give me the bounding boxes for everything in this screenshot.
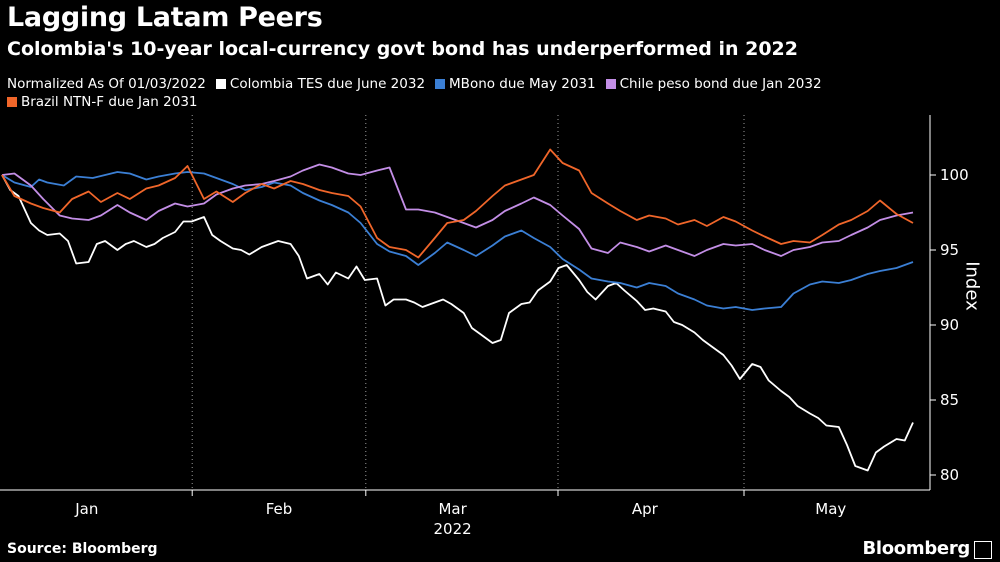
y-tick-label: 95 (940, 241, 959, 259)
legend-swatch-chile (605, 79, 616, 89)
legend-item-colombia: Colombia TES due June 2032 (215, 75, 426, 93)
legend: Normalized As Of 01/03/2022 Colombia TES … (7, 75, 907, 111)
y-tick-label: 85 (940, 391, 959, 409)
legend-label-colombia: Colombia TES due June 2032 (229, 76, 426, 92)
y-axis-label: Index (961, 261, 983, 311)
legend-swatch-brazil (7, 97, 17, 107)
source-note: Source: Bloomberg (7, 541, 158, 557)
series-line-colombia (1, 174, 914, 472)
y-tick-label: 100 (940, 166, 969, 184)
x-tick-label: Apr (632, 500, 659, 518)
bloomberg-logo: Bloomberg (862, 538, 970, 559)
legend-item-mbono: MBono due May 2031 (435, 75, 596, 93)
y-tick-label: 90 (940, 316, 959, 334)
series-line-chile (1, 163, 914, 257)
legend-label-mbono: MBono due May 2031 (449, 76, 596, 92)
bloomberg-mark-icon (974, 541, 992, 559)
series-line-mbono (1, 171, 914, 311)
legend-swatch-colombia (215, 79, 226, 89)
legend-item-chile: Chile peso bond due Jan 2032 (605, 75, 822, 93)
series-line-brazil (1, 148, 914, 259)
legend-item-brazil: Brazil NTN-F due Jan 2031 (7, 93, 897, 111)
x-tick-label: Jan (74, 500, 98, 518)
x-tick-label: May (815, 500, 846, 518)
y-tick-label: 80 (940, 466, 959, 484)
legend-label-brazil: Brazil NTN-F due Jan 2031 (21, 94, 198, 110)
legend-swatch-mbono (435, 79, 446, 89)
x-tick-label: Mar (438, 500, 467, 518)
chart-subtitle: Colombia's 10-year local-currency govt b… (7, 38, 798, 60)
x-tick-label: Feb (266, 500, 293, 518)
legend-label-chile: Chile peso bond due Jan 2032 (619, 76, 822, 92)
chart-title: Lagging Latam Peers (7, 2, 323, 33)
legend-normalization-note: Normalized As Of 01/03/2022 (7, 76, 206, 92)
x-year-label: 2022 (434, 520, 472, 538)
